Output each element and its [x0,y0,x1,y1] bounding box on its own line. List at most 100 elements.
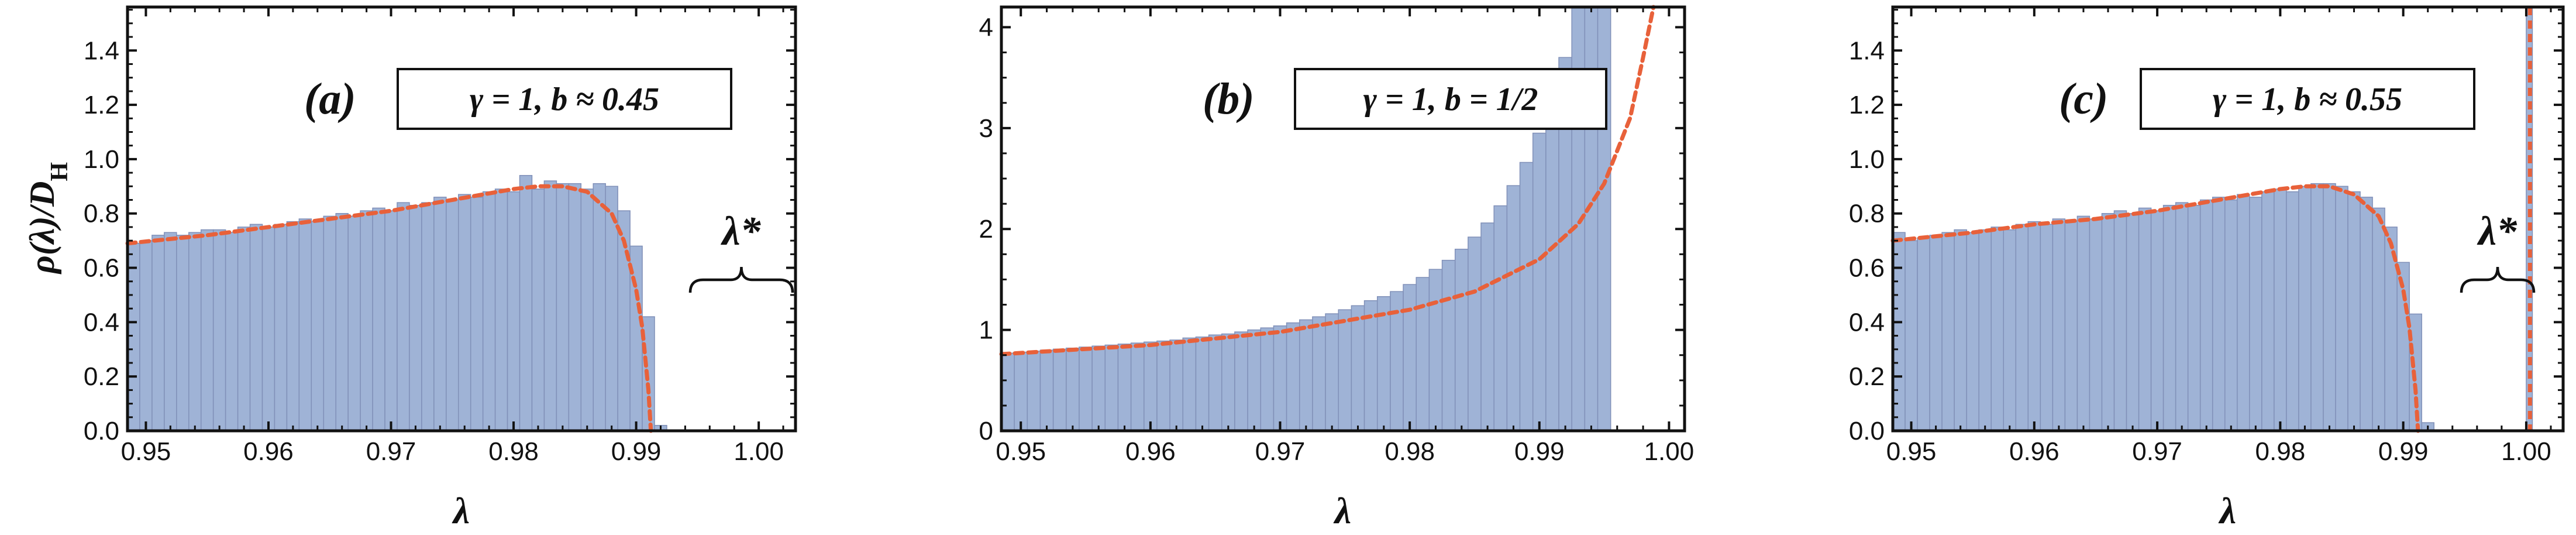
histogram-bar [1941,232,1955,431]
histogram-bar [2101,212,2115,431]
histogram-bar [360,210,373,431]
histogram-bar [1454,248,1469,431]
histogram-bar [212,229,226,431]
histogram-bar [482,191,496,431]
histogram-bar [2360,197,2373,431]
histogram-bar [1052,348,1067,431]
histogram-bar [1506,185,1521,431]
y-tick-label: 0.8 [1849,200,1885,228]
x-tick-label: 0.98 [1385,437,1435,466]
y-tick-label: 1.0 [84,145,119,174]
y-tick-label: 0.4 [1849,308,1885,337]
histogram-bar [2249,197,2262,431]
y-tick-label: 0.0 [1849,417,1885,445]
histogram-bar [1892,232,1906,431]
histogram-bar [1286,322,1300,431]
histogram-bar [2150,210,2164,431]
y-tick-label: 0.2 [84,362,119,391]
y-tick-label: 0 [979,417,993,445]
histogram-bar [543,180,557,431]
annotation-text-c: γ = 1, b ≈ 0.55 [2213,81,2402,118]
histogram-bar [1905,240,1918,431]
histogram-bar [1990,227,2004,431]
histogram-bar [556,183,570,431]
ticks-b: 0.95 0.96 0.97 0.98 0.99 1.00 0 1 2 3 4 [979,7,1695,466]
annotation-c: (c) γ = 1, b ≈ 0.55 [2059,68,2475,130]
histogram-bar [2015,224,2029,431]
histogram-bar [1468,236,1482,431]
brace-label-a: λ* [720,209,761,254]
histogram-bar [2040,224,2054,431]
y-tick-label: 0.8 [84,200,119,228]
histogram-bar [1027,351,1041,431]
histogram-bar [2162,205,2176,431]
x-tick-label: 0.97 [1255,437,1306,466]
x-tick-label: 0.96 [2009,437,2060,466]
histogram-bar [2237,194,2250,431]
histogram-bar [2323,183,2336,431]
x-tick-label: 0.99 [611,437,662,466]
histogram-bar [2027,221,2041,431]
histogram-bar [1195,336,1210,431]
histogram-bar [1169,339,1184,431]
histogram-bar [1351,305,1365,431]
histogram-bar [286,221,300,431]
panel-a: 0.95 0.96 0.97 0.98 0.99 1.00 0.0 0.2 0.4 0.6 0.8 1… [84,5,797,531]
histogram-bar [1104,344,1119,431]
histogram-bar [1363,300,1378,431]
histogram-bar [1480,222,1494,431]
histogram-bar [1130,342,1145,431]
y-tick-label: 2 [979,215,993,244]
x-tick-label: 1.00 [2501,437,2551,466]
histogram-bar [2199,199,2213,431]
x-tick-label: 1.00 [1644,437,1695,466]
histogram-bar [2187,205,2201,431]
histogram-bar [2212,197,2226,431]
histogram-bar [1493,205,1508,431]
histogram-bar [164,232,177,431]
plot-frame [1000,5,1686,433]
histogram-bar [1208,334,1222,431]
histogram-bar [1441,259,1456,431]
brace-label-c: λ* [2477,209,2518,254]
histogram-bar [384,210,398,431]
histogram-bar [139,240,153,431]
ticks-a: 0.95 0.96 0.97 0.98 0.99 1.00 0.0 0.2 0.4 0.6 0.8 1… [84,7,795,466]
histogram-spike-bar [2526,6,2533,431]
histogram-bar [1117,344,1132,431]
histogram-bar [188,232,202,431]
histogram-bar [249,224,263,431]
y-tick-label: 1.4 [1849,36,1885,65]
histogram-bar [2286,191,2299,431]
bars-c [1892,6,2533,431]
histogram-bar [1144,341,1158,431]
x-tick-label: 0.96 [243,437,294,466]
brace-path-a [688,266,794,293]
histogram-bar [2076,215,2091,431]
histogram-bar [593,183,606,431]
histogram-bar [1954,229,1967,431]
annotation-b: (b) γ = 1, b = 1/2 [1203,68,1607,130]
histogram-bar [1156,340,1170,431]
histogram-bar [446,199,459,431]
y-tick-label: 0.6 [1849,254,1885,283]
histogram-bar [1221,333,1235,431]
x-tick-label: 0.98 [488,437,539,466]
histogram-bar [335,212,349,431]
histogram-bar [1325,313,1339,431]
histogram-bar [1312,316,1326,431]
brace-path-c [2460,266,2536,293]
annotation-box-a [397,68,732,130]
frame-a [126,5,797,433]
x-axis-title-a: λ [452,490,470,531]
annotation-box-b [1294,68,1607,130]
y-tick-label: 1.0 [1849,145,1885,174]
x-tick-label: 0.97 [2132,437,2182,466]
histogram-bar [397,202,410,431]
ticks-c: 0.95 0.96 0.97 0.98 0.99 1.00 0.0 0.2 0.4 0.6 0.8 1… [1849,7,2563,466]
histogram-bar [2175,202,2189,431]
y-tick-label: 1.2 [1849,91,1885,119]
histogram-bar [1428,269,1443,431]
histogram-bar [2335,186,2348,431]
histogram-bar [519,174,533,431]
